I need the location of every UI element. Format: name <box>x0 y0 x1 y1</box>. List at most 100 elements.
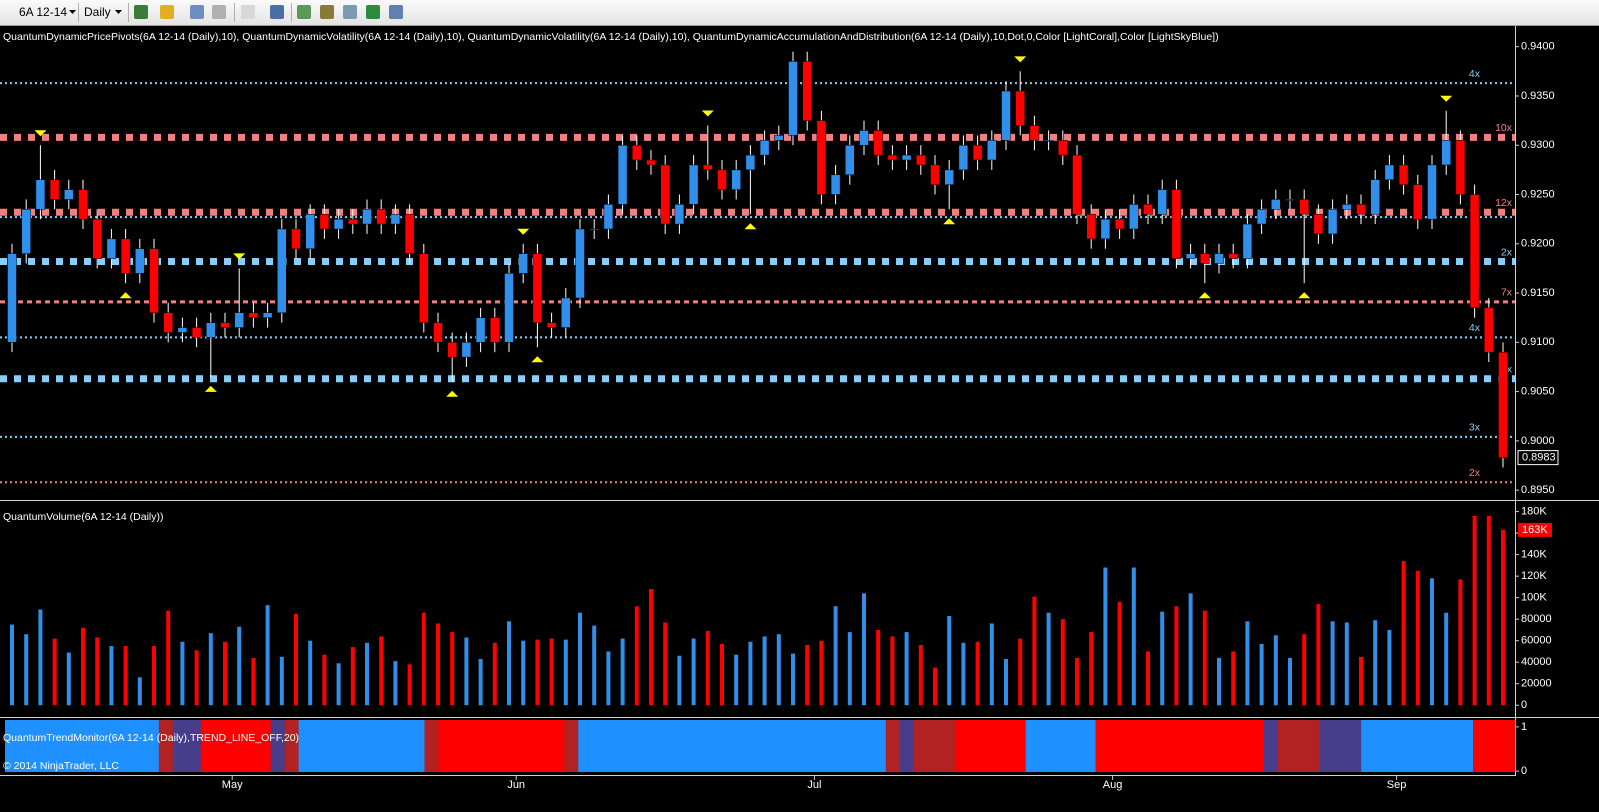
candle-body <box>163 312 173 333</box>
volume-bar <box>1217 657 1221 706</box>
volume-bar <box>762 636 767 706</box>
volume-bar <box>634 606 639 706</box>
volume-bar <box>862 593 866 706</box>
draw-button[interactable] <box>160 5 174 19</box>
volume-bar <box>464 637 469 706</box>
volume-bar <box>1004 658 1008 706</box>
volume-bar <box>606 651 611 706</box>
trend-segment <box>5 720 160 772</box>
volume-bar <box>279 656 284 706</box>
trend-segment <box>200 720 271 772</box>
volume-bar <box>478 658 483 706</box>
volume-bar <box>1259 643 1264 706</box>
volume-bar <box>1160 611 1165 706</box>
trend-segment <box>578 720 887 772</box>
volume-bar <box>393 661 398 706</box>
candle-body <box>1029 125 1040 141</box>
volume-bar <box>24 634 29 706</box>
level-label: 2x <box>1469 467 1481 479</box>
candle-body <box>177 327 188 333</box>
candle-body <box>64 189 74 200</box>
zoom-button[interactable] <box>190 5 204 19</box>
candle-body <box>106 238 117 259</box>
x-tick-label: Aug <box>1103 779 1123 791</box>
volume-bar <box>876 629 881 706</box>
candle-body <box>135 248 145 274</box>
volume-bar <box>166 610 171 706</box>
candle-body <box>944 169 954 185</box>
chart-style-button[interactable] <box>134 5 148 19</box>
y-tick-label: 1 <box>1521 721 1527 733</box>
trend-segment <box>298 720 425 772</box>
candle-body <box>1058 140 1068 156</box>
candle-body <box>518 253 528 274</box>
indicator-button[interactable] <box>297 5 311 19</box>
volume-bar <box>1501 529 1505 706</box>
trend-segment <box>1473 720 1516 772</box>
volume-bar <box>1316 604 1321 706</box>
volume-bar <box>294 613 298 706</box>
trend-segment <box>172 720 202 772</box>
volume-bar <box>1401 561 1406 706</box>
y-tick-label: 40000 <box>1521 656 1552 668</box>
candle-body <box>617 144 628 205</box>
volume-bar <box>379 636 384 706</box>
level-label: 12x <box>1495 197 1513 209</box>
candle-body <box>802 61 812 121</box>
trend-segment <box>885 720 901 772</box>
volume-bar <box>1486 515 1491 706</box>
volume-bar <box>52 638 57 706</box>
instrument-selector[interactable]: 6A 12-14 <box>19 5 68 19</box>
volume-bar <box>365 642 369 706</box>
strategy-button[interactable] <box>320 5 334 19</box>
volume-bar <box>663 622 668 706</box>
volume-bar <box>194 650 199 706</box>
candle-body <box>816 120 827 195</box>
level-label: 3x <box>1469 422 1481 434</box>
separator <box>234 3 235 22</box>
volume-bar <box>592 625 597 706</box>
volume-bar <box>450 632 455 706</box>
level-label: 2x <box>1501 246 1513 258</box>
volume-bar <box>1288 657 1292 706</box>
candle-body <box>873 130 883 156</box>
volume-bar <box>336 663 341 706</box>
volume-bar <box>1444 612 1449 706</box>
cursor-button[interactable] <box>241 5 255 19</box>
properties-button[interactable] <box>389 5 403 19</box>
pivot-low-marker <box>204 385 217 392</box>
level-label: 4x <box>1469 68 1481 80</box>
tool-button[interactable] <box>212 5 226 19</box>
candle-body <box>1285 199 1295 201</box>
candle-body <box>1271 199 1281 210</box>
candle-body <box>1398 164 1409 185</box>
period-selector[interactable]: Daily <box>84 5 111 19</box>
candle-body <box>859 130 869 146</box>
volume-bar <box>1018 638 1023 706</box>
template-button[interactable] <box>343 5 357 19</box>
candle-body <box>149 248 159 314</box>
y-tick-label: 0.9100 <box>1521 336 1555 348</box>
y-tick-label: 180K <box>1521 506 1547 518</box>
pivot-high-marker <box>233 253 246 260</box>
level-label: 7x <box>1501 287 1513 299</box>
volume-bar <box>350 647 355 706</box>
y-tick-label: 0 <box>1521 765 1527 777</box>
volume-bar <box>308 640 313 706</box>
volume-bar <box>748 641 753 706</box>
candle-body <box>1100 218 1111 240</box>
candle-body <box>1086 213 1096 240</box>
candle-body <box>348 218 358 225</box>
volume-bar <box>847 632 852 706</box>
candle-body <box>1384 164 1395 180</box>
volume-bar <box>578 612 582 706</box>
volume-bar <box>989 623 994 706</box>
search-button[interactable] <box>270 5 284 19</box>
volume-bar <box>549 638 554 706</box>
candle-body <box>1299 199 1309 215</box>
volume-bar <box>421 612 426 706</box>
candle-body <box>532 253 543 323</box>
volume-bar <box>1075 657 1079 706</box>
order-button[interactable] <box>366 5 380 19</box>
candle-body <box>731 169 741 190</box>
